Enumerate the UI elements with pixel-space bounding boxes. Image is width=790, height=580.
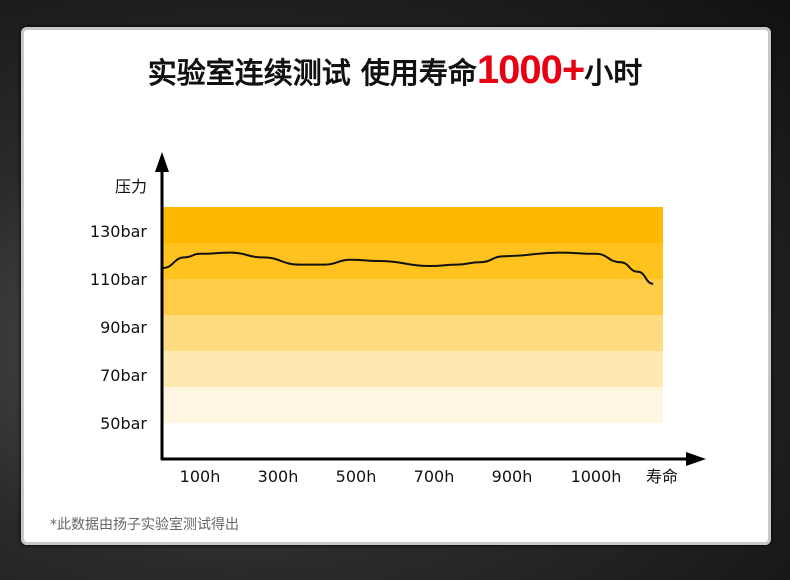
page-title: 实验室连续测试 使用寿命1000+小时 <box>0 48 790 93</box>
pressure-line <box>162 251 654 285</box>
band-4 <box>163 351 663 387</box>
footnote: *此数据由扬子实验室测试得出 <box>50 517 239 533</box>
title-text: 实验室连续测试 使用寿命 <box>147 56 477 90</box>
x-tick-label: 1000h <box>571 467 622 486</box>
title-highlight: 1000+ <box>476 48 585 92</box>
band-5 <box>163 387 663 423</box>
y-tick-label: 130bar <box>90 222 148 241</box>
title-suffix: 小时 <box>584 56 643 90</box>
y-tick-label: 50bar <box>100 414 147 433</box>
y-axis-label: 压力 <box>115 177 147 196</box>
x-tick-label: 900h <box>492 467 533 486</box>
band-0 <box>163 207 663 243</box>
x-axis-arrow-icon <box>686 452 706 466</box>
band-1 <box>163 243 663 279</box>
band-2 <box>163 279 663 315</box>
x-tick-label: 300h <box>258 467 299 486</box>
y-axis-arrow-icon <box>155 152 169 172</box>
band-3 <box>163 315 663 351</box>
x-axis-label: 寿命 <box>646 467 678 486</box>
x-tick-label: 100h <box>180 467 221 486</box>
x-tick-label: 700h <box>414 467 455 486</box>
y-tick-label: 70bar <box>100 366 147 385</box>
y-tick-label: 90bar <box>100 318 147 337</box>
y-tick-label: 110bar <box>90 270 148 289</box>
x-tick-label: 500h <box>336 467 377 486</box>
